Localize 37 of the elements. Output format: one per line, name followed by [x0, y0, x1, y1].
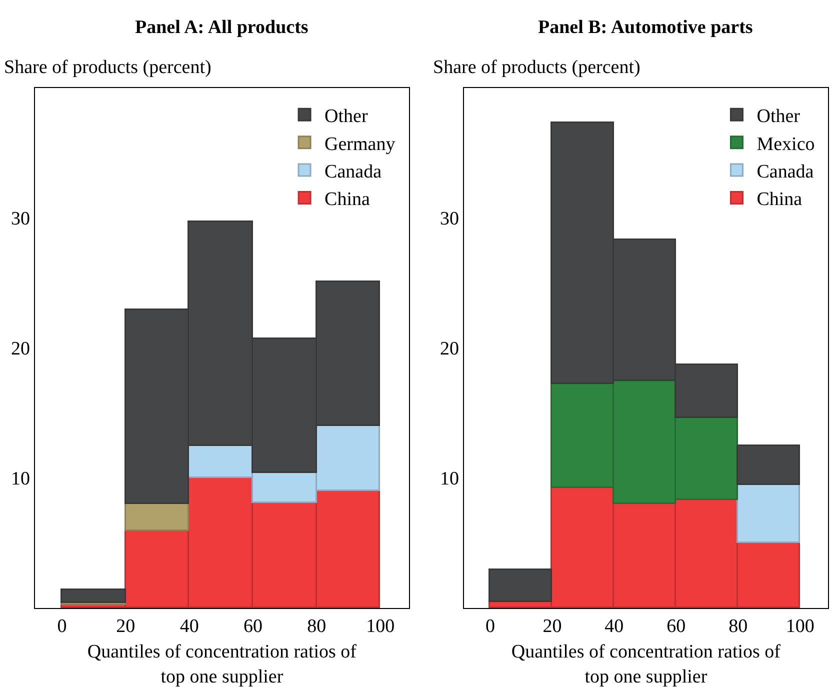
- x-tick-label: 60: [244, 616, 263, 637]
- x-tick-label: 0: [485, 616, 495, 637]
- x-axis-title: Quantiles of concentration ratios of top one supplier: [87, 642, 358, 688]
- y-axis-title: Share of products (percent): [4, 57, 212, 78]
- x-tick-label: 60: [666, 616, 686, 637]
- x-tick-label: 80: [728, 616, 748, 637]
- x-tick-label: 80: [307, 616, 326, 637]
- y-tick-label: 10: [440, 468, 459, 490]
- x-tick-label: 100: [786, 616, 814, 637]
- legend-label: Other: [324, 106, 368, 128]
- y-axis-title: Share of products (percent): [433, 57, 640, 78]
- legend-label: Germany: [324, 134, 396, 155]
- bar: [736, 444, 800, 485]
- chart-title: Panel B: Automotive parts: [538, 17, 753, 38]
- x-tick-label: 40: [180, 616, 199, 637]
- x-tick-label: 100: [366, 616, 395, 637]
- y-tick-label: 20: [440, 338, 459, 360]
- x-tick-label: 40: [604, 616, 624, 637]
- bar: [60, 588, 126, 603]
- bar: [124, 502, 189, 531]
- bar: [736, 484, 800, 543]
- y-tick-label: 30: [440, 208, 459, 230]
- legend-label: Mexico: [756, 134, 815, 155]
- y-tick-label: 30: [11, 208, 30, 230]
- legend-label: China: [756, 189, 803, 210]
- legend-label: China: [324, 189, 370, 210]
- x-tick-label: 20: [116, 616, 136, 637]
- x-axis-title: Quantiles of concentration ratios of top one supplier: [511, 642, 782, 688]
- y-tick-label: 10: [11, 468, 30, 490]
- legend-label: Canada: [324, 161, 382, 182]
- x-tick-label: 0: [57, 616, 67, 637]
- legend-label: Other: [756, 106, 801, 128]
- chart-title: Panel A: All products: [135, 17, 308, 38]
- y-tick-label: 20: [11, 338, 30, 360]
- bar: [488, 568, 552, 602]
- x-tick-label: 20: [542, 616, 562, 637]
- legend-label: Canada: [756, 161, 814, 182]
